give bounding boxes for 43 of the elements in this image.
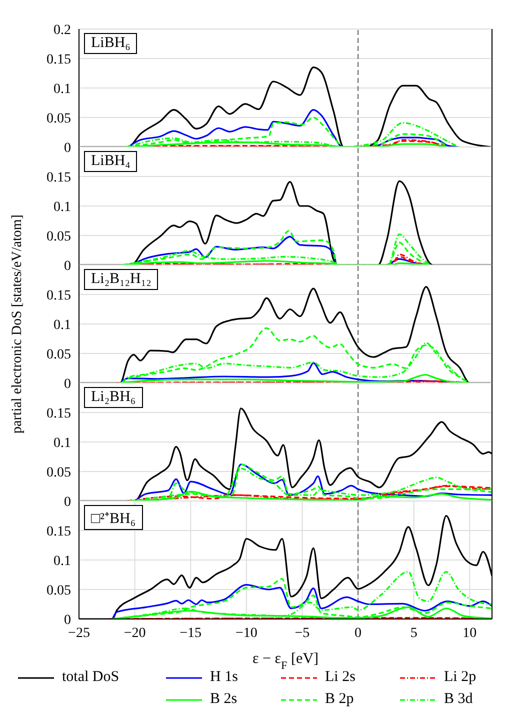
x-tick-label: 0	[354, 626, 362, 641]
x-tick-label: −20	[124, 626, 146, 641]
y-tick-label: 0.1	[54, 200, 71, 215]
legend-label: B 2p	[325, 691, 354, 708]
chart-title: Li₂BH₆	[84, 387, 143, 408]
y-tick-label: 0.1	[54, 554, 71, 569]
chart-title: LiBH₆	[84, 33, 138, 54]
text: □²⁺BH₆	[84, 505, 143, 530]
y-tick-label: 0.15	[46, 170, 71, 186]
x-tick-label: −10	[235, 626, 258, 641]
legend-label: Li 2p	[444, 669, 476, 686]
legend-label: total DoS	[62, 669, 120, 686]
y-tick-label: 0.2	[54, 22, 71, 38]
x-tick-label: 5	[410, 626, 418, 641]
y-tick-label: 0.05	[46, 465, 71, 480]
y-tick-label: 0.15	[46, 406, 71, 422]
legend-label: B 3d	[444, 691, 473, 708]
y-tick-label: 0.1	[54, 82, 71, 97]
x-tick-label: −15	[180, 626, 202, 641]
y-tick-label: 0	[64, 612, 71, 628]
y-tick-label: 0.05	[46, 229, 71, 244]
y-tick-label: 0.15	[46, 52, 71, 68]
y-tick-label: 0	[64, 140, 71, 156]
y-tick-label: 0.1	[54, 318, 71, 333]
y-tick-label: 0.1	[54, 436, 71, 451]
y-axis-title: partial electronic DoS [states/eV/atom]	[10, 214, 26, 434]
y-tick-label: 0.15	[46, 524, 71, 540]
x-tick-label: 10	[462, 626, 477, 641]
y-tick-label: 0.05	[46, 347, 71, 362]
y-tick-label: 0.05	[46, 583, 71, 598]
y-tick-label: 0	[64, 494, 71, 510]
y-tick-label: 0	[64, 376, 71, 392]
x-tick-label: −5	[294, 626, 310, 641]
y-tick-label: 0.15	[46, 288, 71, 304]
legend-label: H 1s	[210, 669, 238, 686]
x-axis-title: ε − ε$_{F}$ [eV]	[252, 651, 319, 672]
y-tick-label: 0	[64, 258, 71, 274]
y-tick-label: 0.05	[46, 111, 71, 126]
chart-title: Li₂B₁₂H₁₂	[84, 269, 158, 290]
legend-label: B 2s	[210, 691, 238, 708]
x-tick-label: −25	[68, 626, 90, 641]
legend-label: Li 2s	[325, 669, 356, 686]
chart-title: LiBH₄	[84, 151, 138, 172]
